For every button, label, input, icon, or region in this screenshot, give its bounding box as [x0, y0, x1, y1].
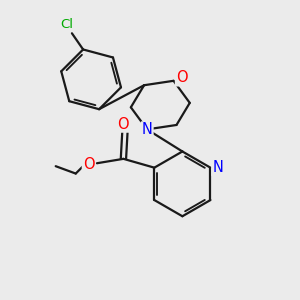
Text: O: O [118, 117, 129, 132]
Text: N: N [142, 122, 152, 137]
Text: O: O [176, 70, 188, 86]
Text: Cl: Cl [60, 18, 73, 31]
Text: N: N [212, 160, 223, 175]
Text: O: O [83, 157, 94, 172]
